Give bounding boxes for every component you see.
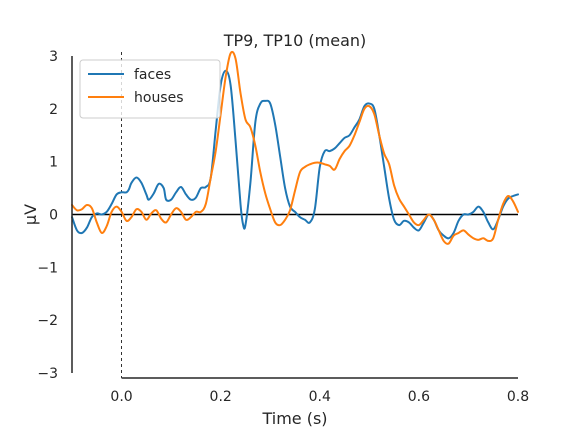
x-axis-ticks: 0.0 0.2 0.4 0.6 0.8 <box>110 389 529 405</box>
y-tick-label: 0 <box>49 208 58 224</box>
y-tick-label: −1 <box>37 260 58 276</box>
series-line-houses <box>71 50 519 245</box>
x-tick-label: 0.2 <box>210 389 232 405</box>
series-layer <box>71 50 519 245</box>
x-tick-label: 0.8 <box>507 389 529 405</box>
y-tick-label: −3 <box>37 366 58 382</box>
x-tick-label: 0.6 <box>408 389 430 405</box>
y-tick-label: 1 <box>49 155 58 171</box>
y-tick-label: 2 <box>49 102 58 118</box>
x-tick-label: 0.4 <box>309 389 331 405</box>
y-tick-label: −2 <box>37 313 58 329</box>
legend: faces houses <box>79 59 221 119</box>
chart-title: TP9, TP10 (mean) <box>223 31 367 50</box>
x-tick-label: 0.0 <box>110 389 132 405</box>
series-line-faces <box>71 69 519 240</box>
y-axis-label: µV <box>21 204 40 225</box>
y-tick-label: 3 <box>49 49 58 65</box>
legend-label-faces: faces <box>134 67 171 83</box>
x-axis-label: Time (s) <box>261 409 327 428</box>
legend-label-houses: houses <box>134 90 184 106</box>
y-axis-ticks: −3 −2 −1 0 1 2 3 <box>37 49 58 382</box>
